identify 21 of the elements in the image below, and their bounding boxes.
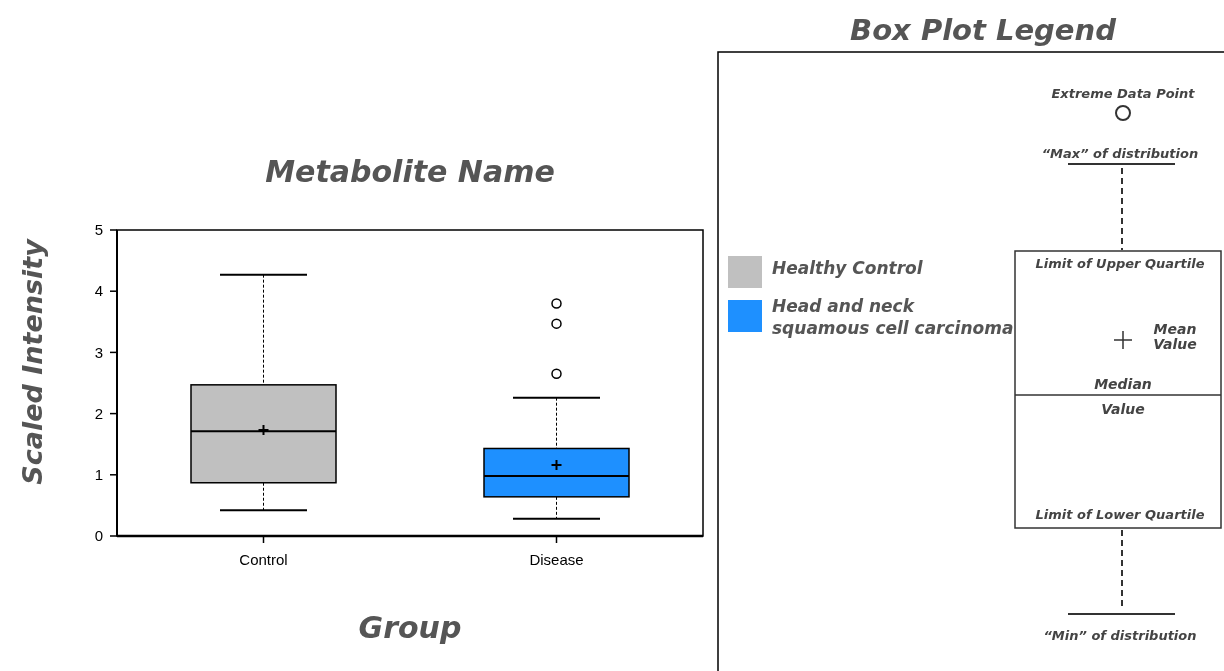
y-tick-label: 1 [94, 466, 103, 484]
text: “Max” of distribution [1041, 146, 1199, 161]
text: Median Value [1094, 376, 1152, 417]
y-tick-label: 4 [94, 282, 103, 300]
text: Limit of Upper Quartile [1035, 256, 1205, 271]
legend-title: Box Plot Legend [850, 13, 1117, 47]
legend-label: Head and neck squamous cell carcinoma [772, 296, 1014, 338]
y-tick-label: 2 [94, 404, 103, 422]
text: Extreme Data Point [1051, 86, 1196, 101]
y-tick-label: 5 [94, 221, 103, 239]
x-tick-label: Disease [529, 551, 584, 568]
x-axis-title: Group [358, 610, 462, 645]
chart-title: Metabolite Name [265, 154, 555, 189]
text: Mean Value [1153, 321, 1197, 352]
y-tick-label: 3 [94, 343, 103, 361]
y-tick-label: 0 [94, 527, 103, 545]
x-tick-label: Control [239, 551, 288, 568]
y-axis-title: Scaled Intensity [17, 237, 48, 485]
text: “Min” of distribution [1043, 628, 1197, 643]
legend-label: Healthy Control [772, 258, 924, 278]
text: Limit of Lower Quartile [1035, 507, 1205, 522]
